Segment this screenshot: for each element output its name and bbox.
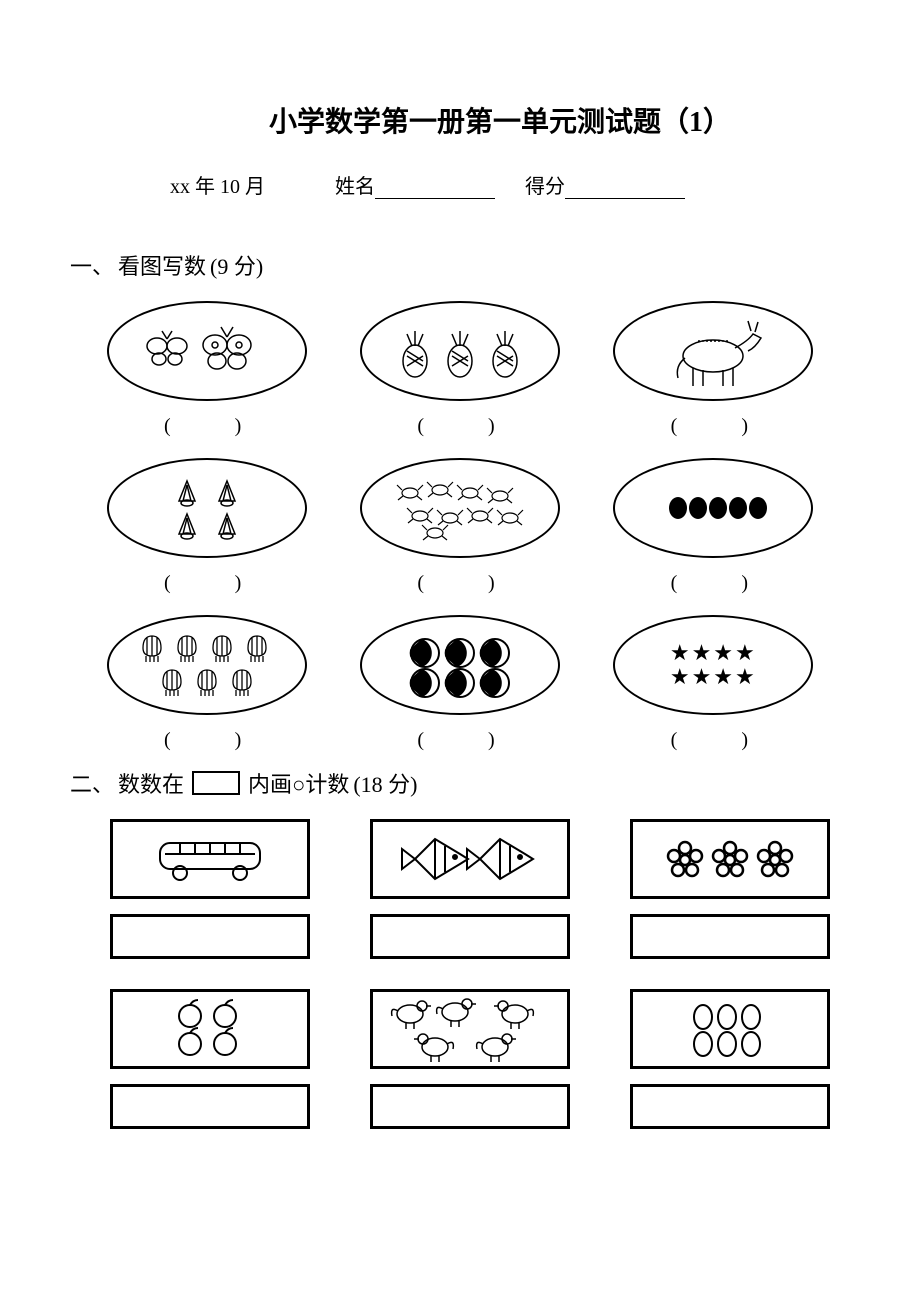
box-icon <box>192 771 240 795</box>
pineapples-icon <box>385 316 535 386</box>
section1-prefix: 一、 <box>70 249 114 281</box>
score-blank[interactable] <box>565 198 685 199</box>
answer-blank[interactable]: ( ) <box>417 409 502 438</box>
eggs-icon <box>665 997 795 1062</box>
apples-icon <box>145 994 275 1064</box>
answer-box[interactable] <box>370 1084 570 1129</box>
oval-item-balls: ( ) <box>353 615 566 752</box>
oval-shuttlecocks <box>107 458 307 558</box>
answer-box[interactable] <box>630 1084 830 1129</box>
oval-donkey <box>613 301 813 401</box>
oval-item-butterflies: ( ) <box>100 301 313 438</box>
answer-blank[interactable]: ( ) <box>671 723 756 752</box>
oval-beans <box>613 458 813 558</box>
oval-item-pineapples: ( ) <box>353 301 566 438</box>
oval-item-beans: ( ) <box>607 458 820 595</box>
section1-grid: ( ) ( ) <box>70 301 850 752</box>
rect-chickens <box>370 989 570 1069</box>
rect-fish <box>370 819 570 899</box>
bus-icon <box>135 829 285 889</box>
rect-apples <box>110 989 310 1069</box>
section2-text-after: 内画○计数 <box>248 767 349 799</box>
date-text: xx 年 10 月 <box>170 176 265 198</box>
section2-prefix: 二、 <box>70 767 114 799</box>
oval-balls <box>360 615 560 715</box>
rect-item-flowers <box>630 819 830 959</box>
answer-blank[interactable]: ( ) <box>164 409 249 438</box>
rect-item-bus <box>110 819 310 959</box>
answer-blank[interactable]: ( ) <box>671 566 756 595</box>
shuttlecocks-icon <box>132 468 282 548</box>
butterflies-icon <box>137 316 277 386</box>
answer-blank[interactable]: ( ) <box>417 566 502 595</box>
crabs-icon <box>375 468 545 548</box>
section2-header: 二、 数数在 内画○计数 (18 分) <box>70 767 850 799</box>
oval-item-lanterns: ( ) <box>100 615 313 752</box>
chickens-icon <box>375 992 565 1067</box>
page-title: 小学数学第一册第一单元测试题（1） <box>70 100 850 140</box>
name-label: 姓名 <box>335 176 375 198</box>
rect-item-eggs <box>630 989 830 1129</box>
oval-crabs <box>360 458 560 558</box>
oval-item-stars: ★★★★ ★★★★ ( ) <box>607 615 820 752</box>
answer-box[interactable] <box>370 914 570 959</box>
oval-item-donkey: ( ) <box>607 301 820 438</box>
name-blank[interactable] <box>375 198 495 199</box>
rect-bus <box>110 819 310 899</box>
rect-item-chickens <box>370 989 570 1129</box>
oval-item-crabs: ( ) <box>353 458 566 595</box>
rect-eggs <box>630 989 830 1069</box>
section1-points: (9 分) <box>210 249 263 281</box>
answer-blank[interactable]: ( ) <box>164 723 249 752</box>
rect-item-apples <box>110 989 310 1129</box>
answer-blank[interactable]: ( ) <box>671 409 756 438</box>
answer-blank[interactable]: ( ) <box>164 566 249 595</box>
score-label: 得分 <box>525 176 565 198</box>
answer-box[interactable] <box>110 914 310 959</box>
oval-lanterns <box>107 615 307 715</box>
answer-blank[interactable]: ( ) <box>417 723 502 752</box>
info-line: xx 年 10 月 姓名 得分 <box>70 170 850 199</box>
section1-header: 一、 看图写数 (9 分) <box>70 249 850 281</box>
flowers-icon <box>645 832 815 887</box>
section2-grid <box>70 819 850 1129</box>
oval-butterflies <box>107 301 307 401</box>
rect-flowers <box>630 819 830 899</box>
lanterns-icon <box>117 620 297 710</box>
stars-icon: ★★★★ ★★★★ <box>670 641 757 689</box>
section2-text-before: 数数在 <box>118 767 184 799</box>
oval-pineapples <box>360 301 560 401</box>
balls-icon <box>380 625 540 705</box>
section2-points: (18 分) <box>353 767 417 799</box>
rect-item-fish <box>370 819 570 959</box>
answer-box[interactable] <box>110 1084 310 1129</box>
beans-icon <box>638 478 788 538</box>
section1-text: 看图写数 <box>118 249 206 281</box>
donkey-icon <box>638 311 788 391</box>
answer-box[interactable] <box>630 914 830 959</box>
oval-item-shuttlecocks: ( ) <box>100 458 313 595</box>
oval-stars: ★★★★ ★★★★ <box>613 615 813 715</box>
fish-icon <box>385 827 555 892</box>
